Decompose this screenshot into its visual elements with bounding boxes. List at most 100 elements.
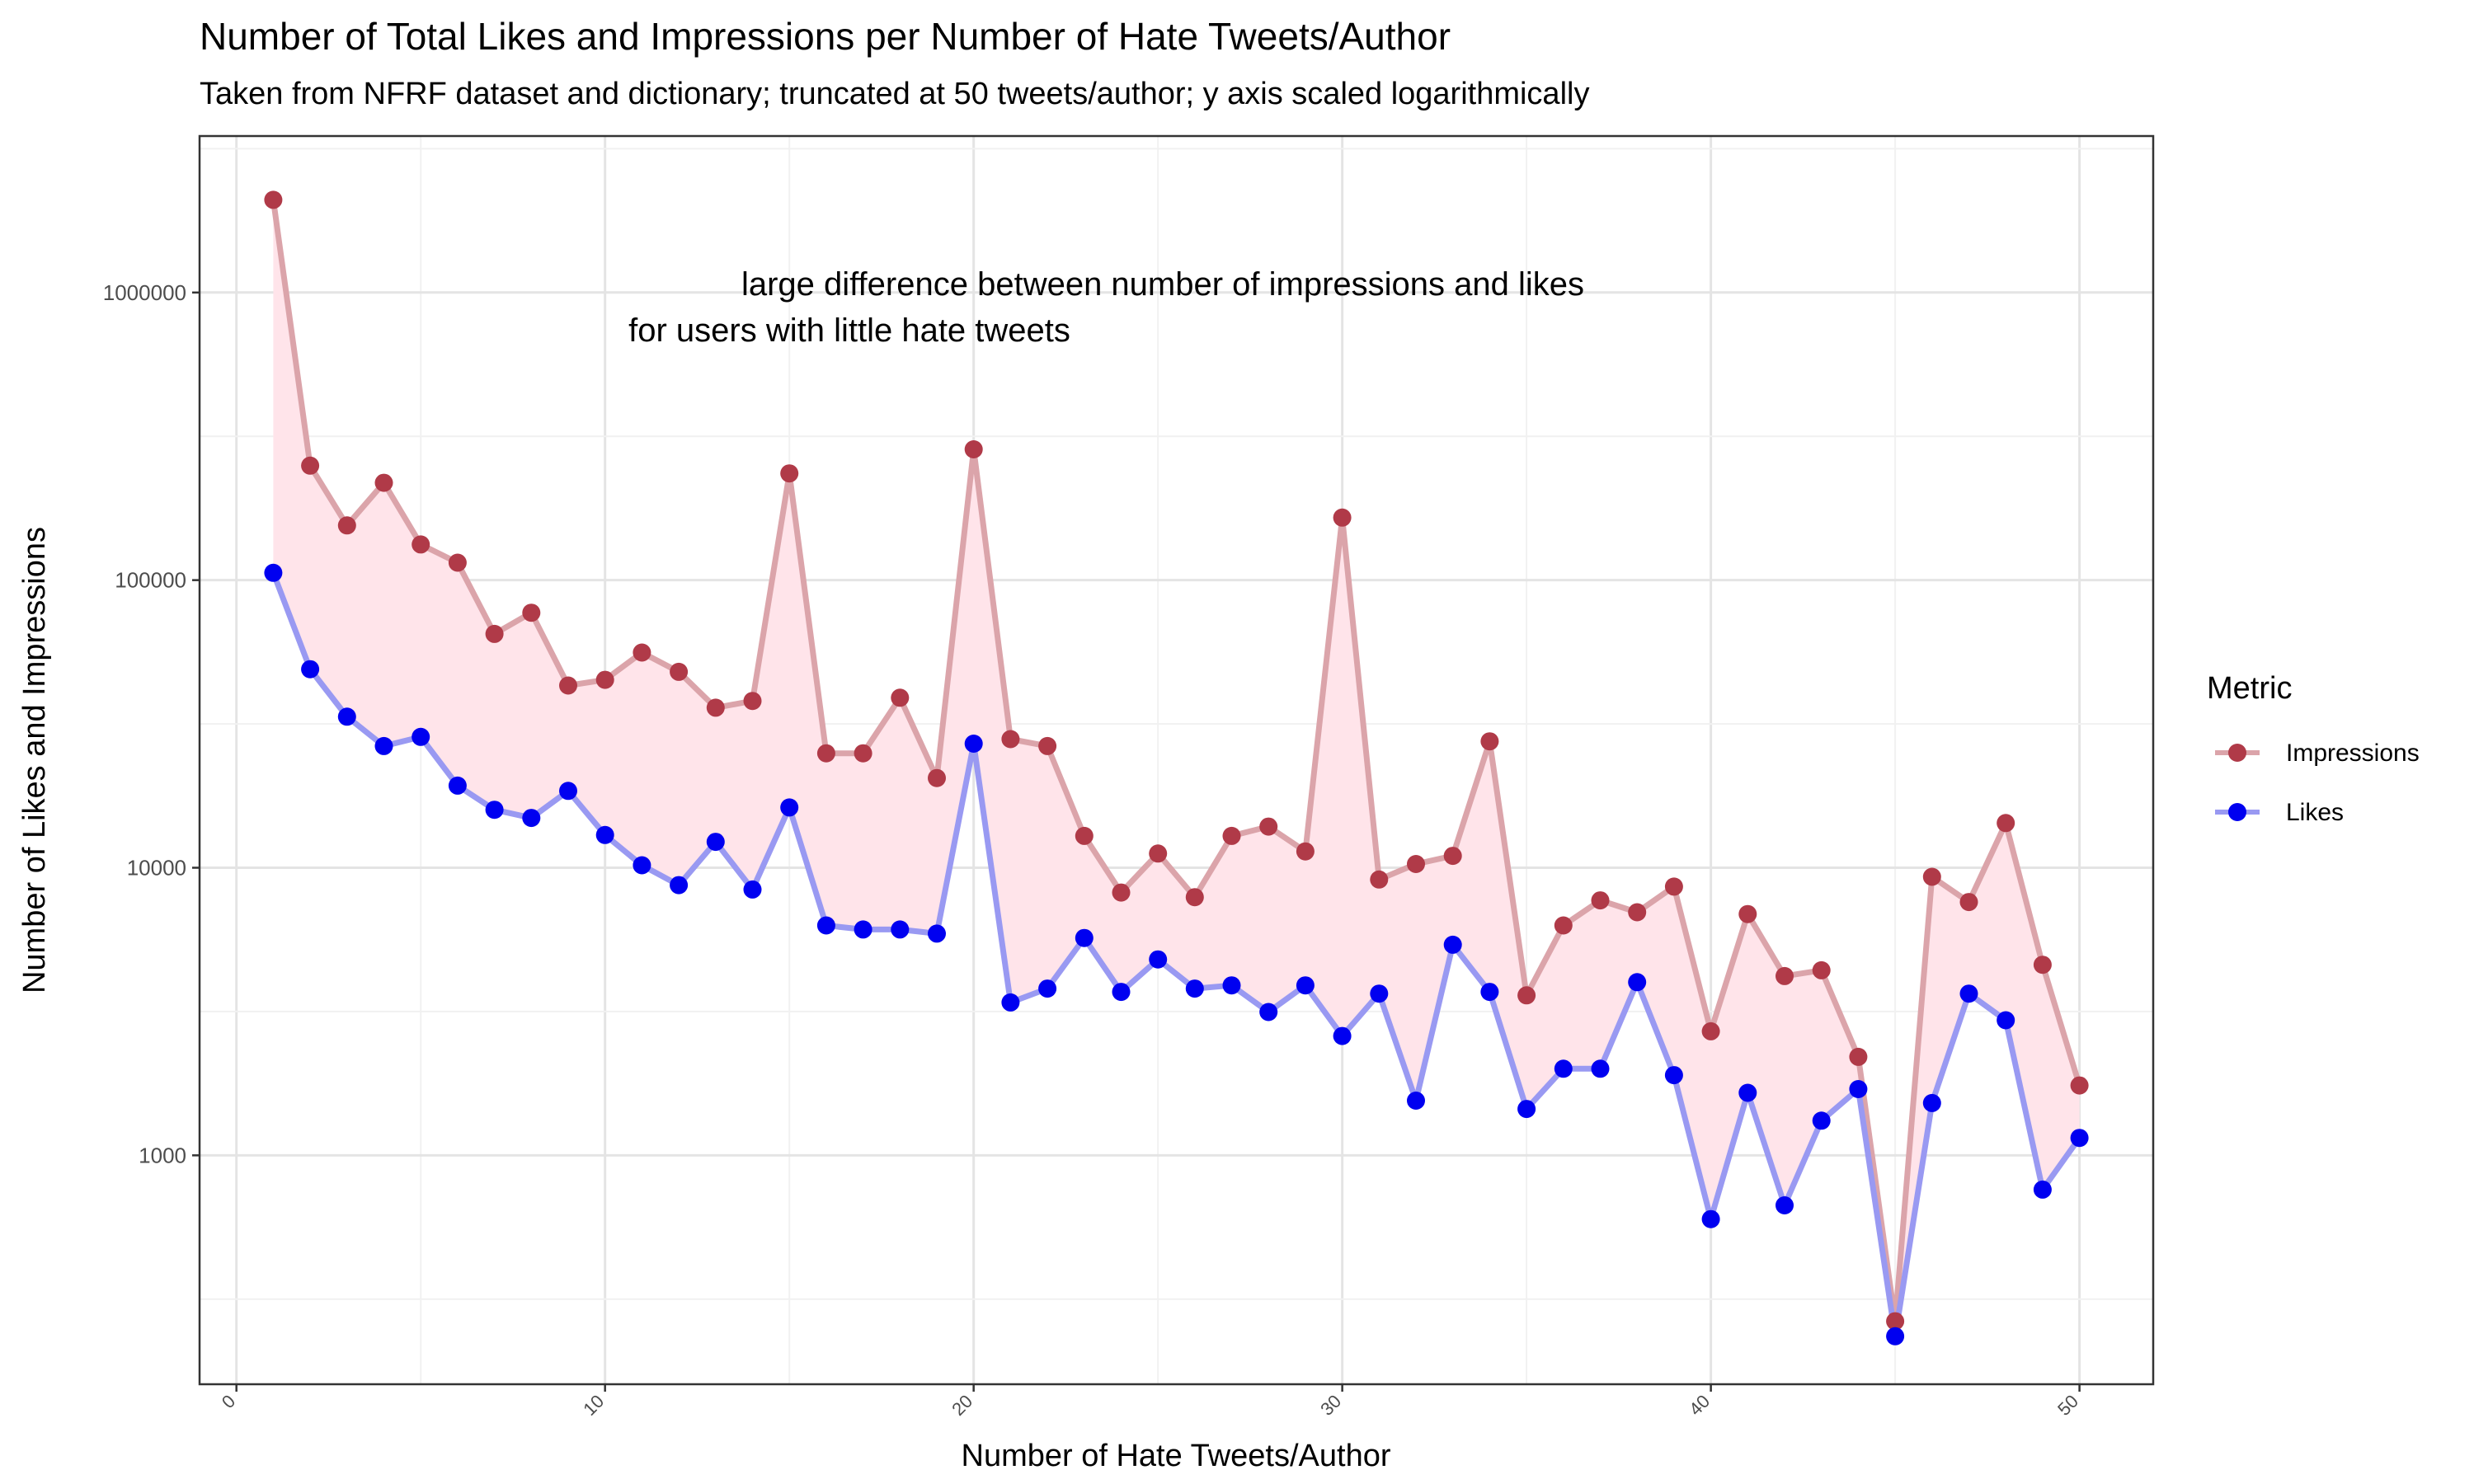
point-likes (595, 825, 614, 844)
point-likes (964, 735, 983, 753)
point-likes (2070, 1129, 2089, 1148)
point-impressions (522, 603, 541, 622)
point-impressions (743, 692, 762, 711)
point-likes (1259, 1003, 1278, 1021)
point-impressions (1922, 867, 1941, 886)
point-likes (1922, 1093, 1941, 1112)
ribbon-between-series (273, 200, 2080, 1336)
legend-likes-marker (2228, 803, 2246, 821)
legend: Metric Impressions Likes (2207, 671, 2420, 826)
point-likes (1664, 1066, 1683, 1085)
legend-item-likes: Likes (2215, 799, 2344, 826)
y-axis-title: Number of Likes and Impressions (17, 527, 52, 993)
point-impressions (595, 670, 614, 689)
point-impressions (1997, 814, 2015, 833)
point-likes (448, 776, 467, 795)
point-impressions (1628, 903, 1647, 922)
point-impressions (1333, 508, 1352, 527)
point-likes (780, 798, 799, 817)
point-impressions (337, 516, 356, 535)
point-likes (1591, 1059, 1610, 1078)
x-tick-label: 0 (218, 1391, 239, 1412)
legend-likes-label: Likes (2286, 799, 2344, 826)
legend-impressions-marker (2228, 744, 2246, 762)
point-impressions (2070, 1076, 2089, 1095)
point-impressions (1259, 817, 1278, 836)
point-likes (264, 563, 283, 582)
point-likes (1038, 979, 1057, 998)
point-impressions (670, 662, 689, 681)
point-impressions (1517, 986, 1536, 1005)
x-axis-title: Number of Hate Tweets/Author (962, 1439, 1391, 1473)
point-likes (1112, 983, 1131, 1002)
legend-impressions-label: Impressions (2286, 740, 2420, 767)
point-likes (1812, 1111, 1831, 1130)
point-likes (522, 809, 541, 828)
point-likes (1959, 984, 1978, 1003)
point-likes (1554, 1059, 1573, 1078)
point-likes (1738, 1083, 1757, 1102)
y-axis-ticks: 1000 10000 100000 1000000 (103, 280, 200, 1167)
point-impressions (964, 440, 983, 458)
point-likes (374, 736, 393, 755)
point-likes (1701, 1209, 1720, 1228)
x-tick-label: 30 (1316, 1391, 1345, 1420)
point-impressions (816, 744, 835, 763)
legend-title: Metric (2207, 671, 2292, 706)
point-likes (1443, 935, 1462, 954)
point-impressions (374, 473, 393, 492)
point-likes (559, 782, 577, 801)
plot-border (198, 134, 2155, 1386)
point-impressions (1443, 847, 1462, 866)
point-impressions (1149, 844, 1168, 863)
grid (200, 136, 2153, 1384)
series-points (264, 190, 2089, 1345)
point-likes (706, 833, 725, 852)
point-likes (891, 920, 910, 939)
point-impressions (1886, 1312, 1905, 1331)
point-likes (1222, 976, 1241, 995)
point-likes (1075, 928, 1094, 947)
y-tick-label: 1000000 (103, 280, 186, 305)
point-impressions (264, 190, 283, 209)
x-tick-label: 50 (2053, 1391, 2082, 1420)
point-impressions (1296, 842, 1315, 861)
x-tick-label: 20 (948, 1391, 976, 1420)
point-impressions (1075, 826, 1094, 845)
point-impressions (1812, 960, 1831, 979)
point-impressions (1959, 893, 1978, 912)
annotation-line-1: large difference between number of impre… (741, 266, 1584, 303)
point-impressions (780, 464, 799, 483)
point-impressions (485, 624, 504, 643)
point-impressions (1112, 883, 1131, 902)
y-tick-label: 1000 (139, 1143, 186, 1167)
point-impressions (2033, 956, 2052, 974)
point-likes (1407, 1092, 1425, 1110)
point-likes (633, 856, 651, 875)
x-axis-ticks: 0 10 20 30 40 50 (218, 1384, 2082, 1420)
chart-title: Number of Total Likes and Impressions pe… (200, 15, 1451, 58)
point-likes (816, 916, 835, 935)
point-likes (1997, 1011, 2015, 1030)
point-likes (301, 660, 320, 679)
point-impressions (706, 698, 725, 717)
point-likes (1333, 1026, 1352, 1045)
point-impressions (1776, 966, 1794, 985)
y-tick-label: 10000 (127, 856, 186, 881)
x-tick-label: 40 (1685, 1391, 1714, 1420)
point-impressions (1038, 736, 1057, 755)
point-likes (1776, 1196, 1794, 1214)
point-impressions (854, 744, 872, 763)
point-impressions (928, 768, 946, 787)
point-impressions (1664, 877, 1683, 896)
point-impressions (1407, 855, 1425, 873)
point-likes (670, 876, 689, 895)
point-likes (1296, 976, 1315, 995)
point-impressions (301, 456, 320, 475)
legend-item-impressions: Impressions (2215, 740, 2420, 767)
point-likes (412, 727, 430, 746)
chart-subtitle: Taken from NFRF dataset and dictionary; … (200, 77, 1589, 111)
point-likes (1185, 979, 1204, 998)
point-likes (1628, 973, 1647, 992)
